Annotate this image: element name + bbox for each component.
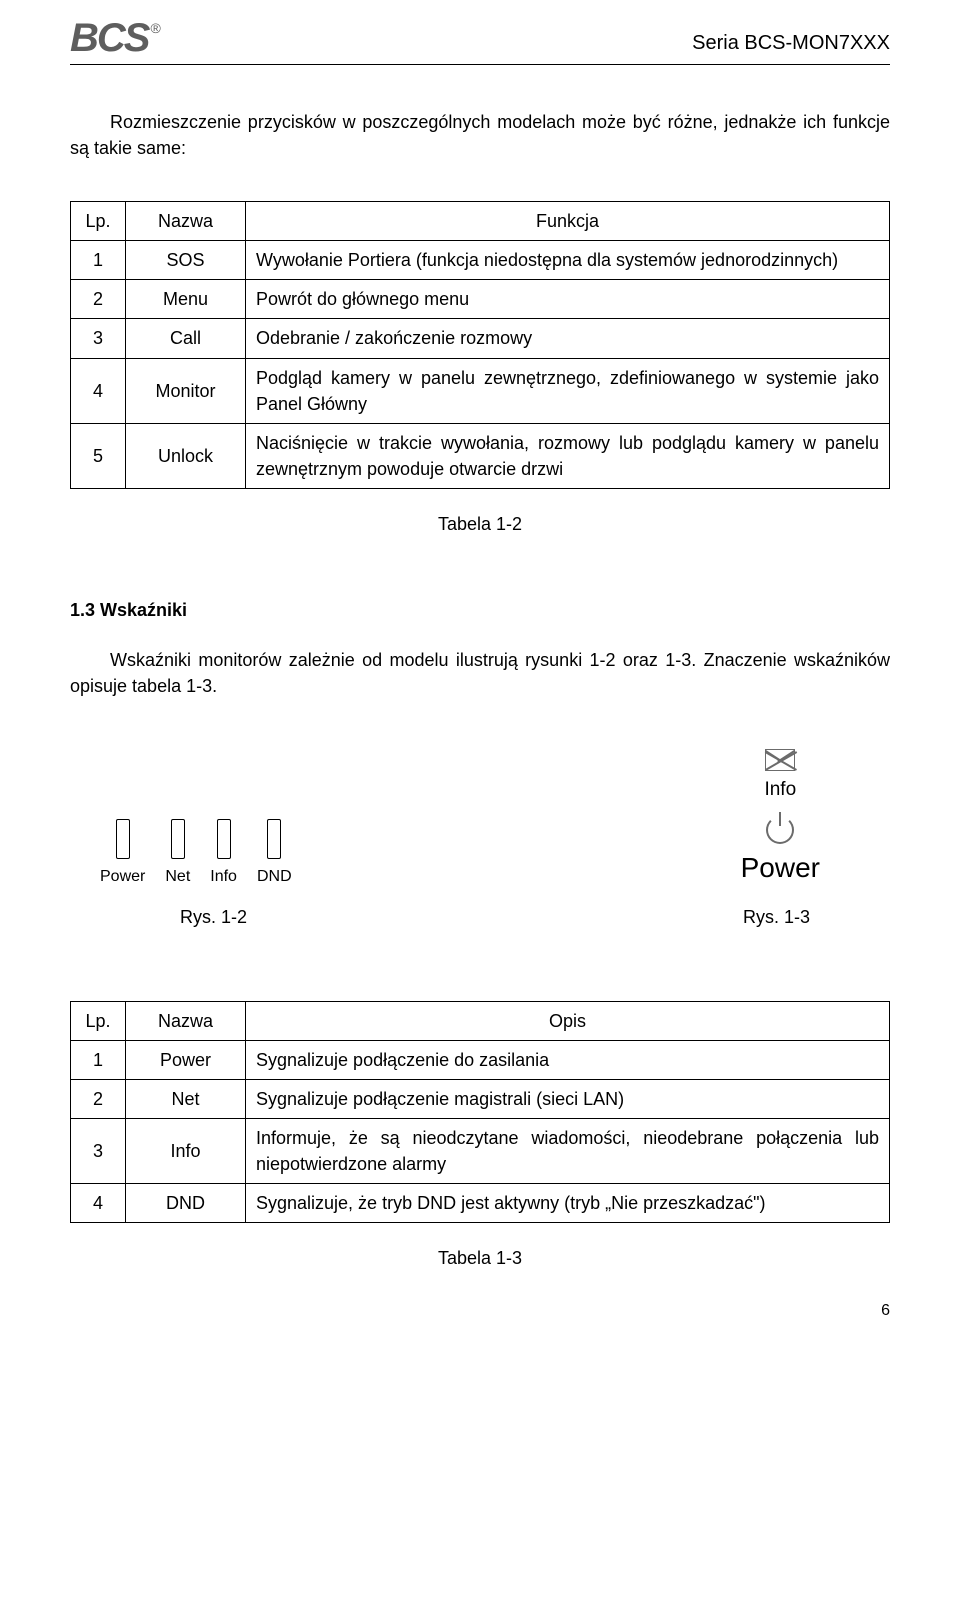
th-lp: Lp.: [71, 202, 126, 241]
page-header: BCS ® Seria BCS-MON7XXX: [70, 18, 890, 65]
led-icon: [171, 819, 185, 859]
led-label: Net: [165, 865, 190, 888]
cell-lp: 2: [71, 1079, 126, 1118]
power-label: Power: [741, 848, 820, 889]
table2-caption: Tabela 1-3: [70, 1245, 890, 1271]
envelope-icon: [765, 749, 795, 771]
figures-row: Power Net Info DND Info Power: [100, 749, 860, 888]
logo: BCS ®: [70, 18, 161, 58]
cell-nazwa: Call: [126, 319, 246, 358]
figure-right-caption: Rys. 1-3: [743, 904, 810, 930]
cell-lp: 5: [71, 423, 126, 488]
figure-left-caption: Rys. 1-2: [180, 904, 247, 930]
led-item: Net: [165, 819, 190, 888]
led-label: DND: [257, 865, 292, 888]
power-icon: [766, 816, 794, 844]
cell-nazwa: Menu: [126, 280, 246, 319]
table-row: 1 Power Sygnalizuje podłączenie do zasil…: [71, 1040, 890, 1079]
table-row: 2 Menu Powrót do głównego menu: [71, 280, 890, 319]
cell-funkcja: Powrót do głównego menu: [246, 280, 890, 319]
led-label: Info: [210, 865, 237, 888]
th-funkcja: Funkcja: [246, 202, 890, 241]
table-row: 3 Call Odebranie / zakończenie rozmowy: [71, 319, 890, 358]
cell-opis: Informuje, że są nieodczytane wiadomości…: [246, 1118, 890, 1183]
cell-nazwa: Monitor: [126, 358, 246, 423]
led-icon: [267, 819, 281, 859]
th-nazwa: Nazwa: [126, 1001, 246, 1040]
info-label: Info: [764, 776, 796, 804]
led-label: Power: [100, 865, 145, 888]
cell-lp: 1: [71, 241, 126, 280]
cell-lp: 4: [71, 358, 126, 423]
section-heading: 1.3 Wskaźniki: [70, 597, 890, 623]
intro-paragraph: Rozmieszczenie przycisków w poszczególny…: [70, 109, 890, 161]
series-title: Seria BCS-MON7XXX: [692, 29, 890, 58]
cell-funkcja: Wywołanie Portiera (funkcja niedostępna …: [246, 241, 890, 280]
th-opis: Opis: [246, 1001, 890, 1040]
led-item: DND: [257, 819, 292, 888]
table-functions: Lp. Nazwa Funkcja 1 SOS Wywołanie Portie…: [70, 201, 890, 489]
figure-captions-row: Rys. 1-2 Rys. 1-3: [180, 904, 810, 930]
section-paragraph: Wskaźniki monitorów zależnie od modelu i…: [70, 647, 890, 699]
figure-left: Power Net Info DND: [100, 819, 292, 888]
table-row: 3 Info Informuje, że są nieodczytane wia…: [71, 1118, 890, 1183]
led-row: Power Net Info DND: [100, 819, 292, 888]
cell-lp: 2: [71, 280, 126, 319]
led-item: Info: [210, 819, 237, 888]
cell-funkcja: Odebranie / zakończenie rozmowy: [246, 319, 890, 358]
led-item: Power: [100, 819, 145, 888]
cell-opis: Sygnalizuje podłączenie magistrali (siec…: [246, 1079, 890, 1118]
cell-opis: Sygnalizuje podłączenie do zasilania: [246, 1040, 890, 1079]
th-nazwa: Nazwa: [126, 202, 246, 241]
table-row: 4 DND Sygnalizuje, że tryb DND jest akty…: [71, 1184, 890, 1223]
cell-funkcja: Podgląd kamery w panelu zewnętrznego, zd…: [246, 358, 890, 423]
trademark-icon: ®: [150, 18, 160, 38]
cell-lp: 3: [71, 1118, 126, 1183]
led-icon: [116, 819, 130, 859]
th-lp: Lp.: [71, 1001, 126, 1040]
table-row: 2 Net Sygnalizuje podłączenie magistrali…: [71, 1079, 890, 1118]
cell-nazwa: SOS: [126, 241, 246, 280]
cell-nazwa: Power: [126, 1040, 246, 1079]
table-indicators: Lp. Nazwa Opis 1 Power Sygnalizuje podłą…: [70, 1001, 890, 1224]
table-row: 1 SOS Wywołanie Portiera (funkcja niedos…: [71, 241, 890, 280]
table-row: 5 Unlock Naciśnięcie w trakcie wywołania…: [71, 423, 890, 488]
page-number: 6: [70, 1299, 890, 1322]
cell-lp: 4: [71, 1184, 126, 1223]
cell-nazwa: Info: [126, 1118, 246, 1183]
table-header-row: Lp. Nazwa Funkcja: [71, 202, 890, 241]
table-header-row: Lp. Nazwa Opis: [71, 1001, 890, 1040]
cell-lp: 3: [71, 319, 126, 358]
led-icon: [217, 819, 231, 859]
table-row: 4 Monitor Podgląd kamery w panelu zewnęt…: [71, 358, 890, 423]
cell-lp: 1: [71, 1040, 126, 1079]
cell-nazwa: DND: [126, 1184, 246, 1223]
figure-right: Info Power: [741, 749, 820, 888]
table1-caption: Tabela 1-2: [70, 511, 890, 537]
cell-nazwa: Net: [126, 1079, 246, 1118]
cell-opis: Sygnalizuje, że tryb DND jest aktywny (t…: [246, 1184, 890, 1223]
cell-nazwa: Unlock: [126, 423, 246, 488]
cell-funkcja: Naciśnięcie w trakcie wywołania, rozmowy…: [246, 423, 890, 488]
logo-text: BCS: [70, 18, 148, 58]
